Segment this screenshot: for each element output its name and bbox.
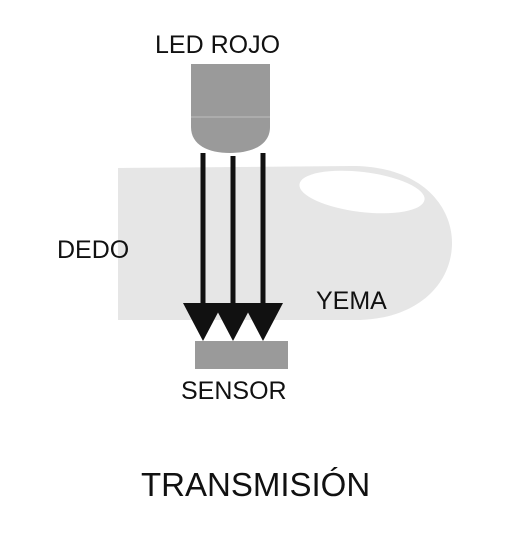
fingernail-shape (299, 170, 425, 214)
light-beams (183, 153, 283, 341)
beam-arrowhead-center (213, 303, 253, 341)
led-body (191, 64, 270, 153)
sensor-block (195, 341, 288, 369)
diagram-title: TRANSMISIÓN (141, 466, 371, 503)
beam-arrowhead-left (183, 303, 223, 341)
beam-arrowhead-right (243, 303, 283, 341)
finger-label: DEDO (57, 236, 130, 264)
fingertip-label: YEMA (316, 287, 387, 315)
led-label: LED ROJO (155, 31, 281, 59)
sensor-label: SENSOR (181, 377, 287, 405)
